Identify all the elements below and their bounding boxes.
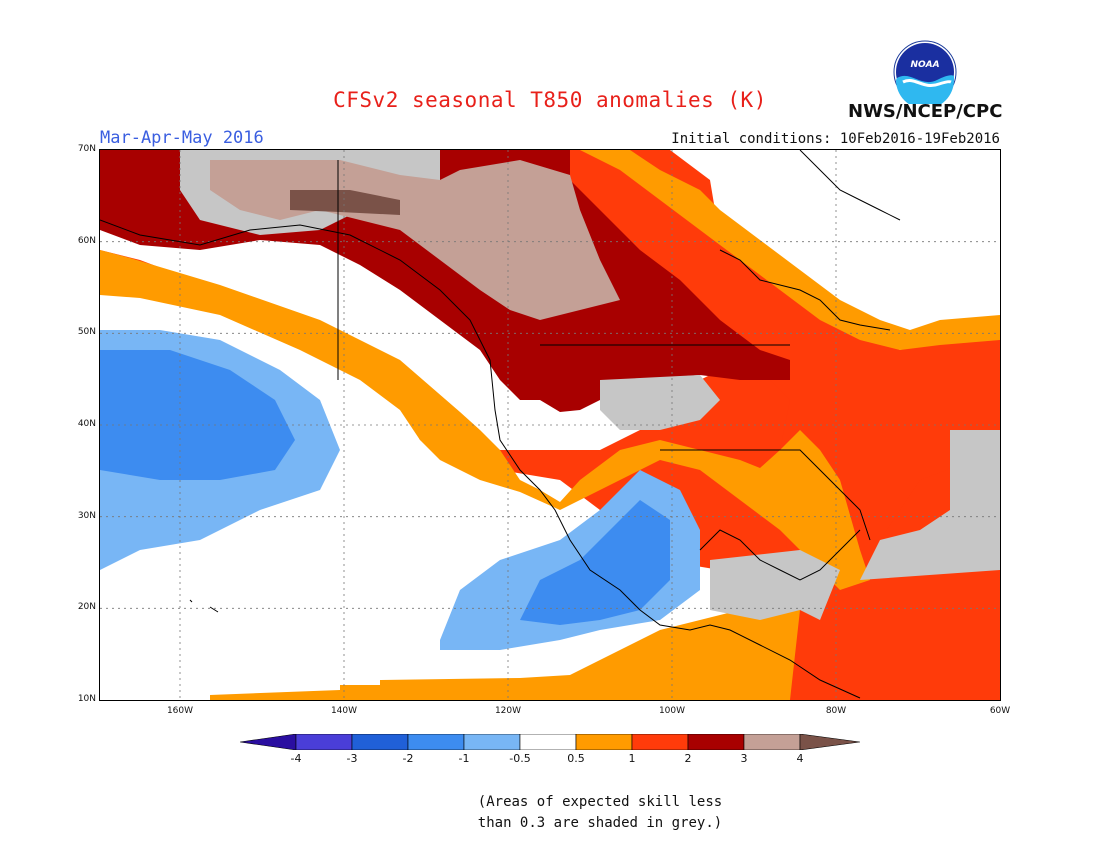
colorbar-seg-9 bbox=[743, 734, 801, 750]
colorbar-seg-5 bbox=[519, 734, 577, 750]
lat-label-20: 20N bbox=[77, 602, 96, 612]
org-label: NWS/NCEP/CPC bbox=[848, 101, 1003, 122]
low-skill-grey-plains bbox=[600, 375, 720, 430]
anomaly-neg-1-2-pacific bbox=[100, 350, 295, 480]
anomaly-0.5-1-band-west bbox=[100, 250, 870, 590]
colorbar-label: -1 bbox=[458, 752, 470, 765]
season-label: Mar-Apr-May 2016 bbox=[100, 128, 264, 148]
colorbar-label: -0.5 bbox=[509, 752, 531, 765]
colorbar-seg-3 bbox=[407, 734, 465, 750]
lat-label-40: 40N bbox=[77, 419, 96, 429]
coastlines bbox=[100, 150, 901, 699]
lon-label-160w: 160W bbox=[166, 706, 194, 716]
colorbar-label: 3 bbox=[740, 752, 748, 765]
lat-label-70: 70N bbox=[77, 144, 96, 154]
anomaly-above-4 bbox=[290, 190, 400, 215]
skill-note: (Areas of expected skill less than 0.3 a… bbox=[470, 792, 730, 834]
initial-conditions-label: Initial conditions: 10Feb2016-19Feb2016 bbox=[671, 131, 1000, 147]
lon-label-140w: 140W bbox=[330, 706, 358, 716]
colorbar-seg-0 bbox=[240, 734, 297, 750]
lat-label-50: 50N bbox=[77, 327, 96, 337]
noaa-logo-icon bbox=[893, 40, 957, 109]
lat-label-30: 30N bbox=[77, 511, 96, 521]
lon-label-100w: 100W bbox=[658, 706, 686, 716]
anomaly-field bbox=[100, 150, 1000, 700]
logo-text: NOAA bbox=[910, 60, 940, 70]
anomaly-map bbox=[99, 149, 1001, 701]
colorbar-seg-2 bbox=[351, 734, 409, 750]
colorbar bbox=[240, 734, 860, 750]
colorbar-seg-4 bbox=[463, 734, 521, 750]
lon-label-80w: 80W bbox=[825, 706, 847, 716]
colorbar-seg-7 bbox=[631, 734, 689, 750]
page-title: CFSv2 seasonal T850 anomalies (K) bbox=[333, 88, 767, 112]
anomaly-neg-1-2-mexico bbox=[520, 500, 670, 625]
lat-label-60: 60N bbox=[77, 236, 96, 246]
anomaly-0.5-1-bottom bbox=[210, 580, 800, 700]
skill-note-line-1: (Areas of expected skill less bbox=[477, 794, 723, 810]
colorbar-seg-6 bbox=[575, 734, 633, 750]
colorbar-label: 0.5 bbox=[567, 752, 585, 765]
colorbar-label: -3 bbox=[346, 752, 358, 765]
noaa-logo: NOAA bbox=[893, 40, 957, 109]
colorbar-label: 1 bbox=[628, 752, 636, 765]
colorbar-label: 2 bbox=[684, 752, 692, 765]
colorbar-label: 4 bbox=[796, 752, 804, 765]
colorbar-seg-10 bbox=[799, 734, 860, 750]
lon-label-120w: 120W bbox=[494, 706, 522, 716]
lat-label-10: 10N bbox=[77, 694, 96, 704]
colorbar-label: -4 bbox=[290, 752, 302, 765]
lon-label-60w: 60W bbox=[989, 706, 1011, 716]
colorbar-label: -2 bbox=[402, 752, 414, 765]
skill-note-line-2: than 0.3 are shaded in grey.) bbox=[477, 815, 723, 831]
colorbar-seg-1 bbox=[295, 734, 353, 750]
low-skill-grey-atlantic bbox=[860, 430, 1000, 580]
colorbar-seg-8 bbox=[687, 734, 745, 750]
anomaly-0.5-1-band-east bbox=[580, 150, 1000, 350]
low-skill-grey-gulf bbox=[710, 550, 840, 620]
